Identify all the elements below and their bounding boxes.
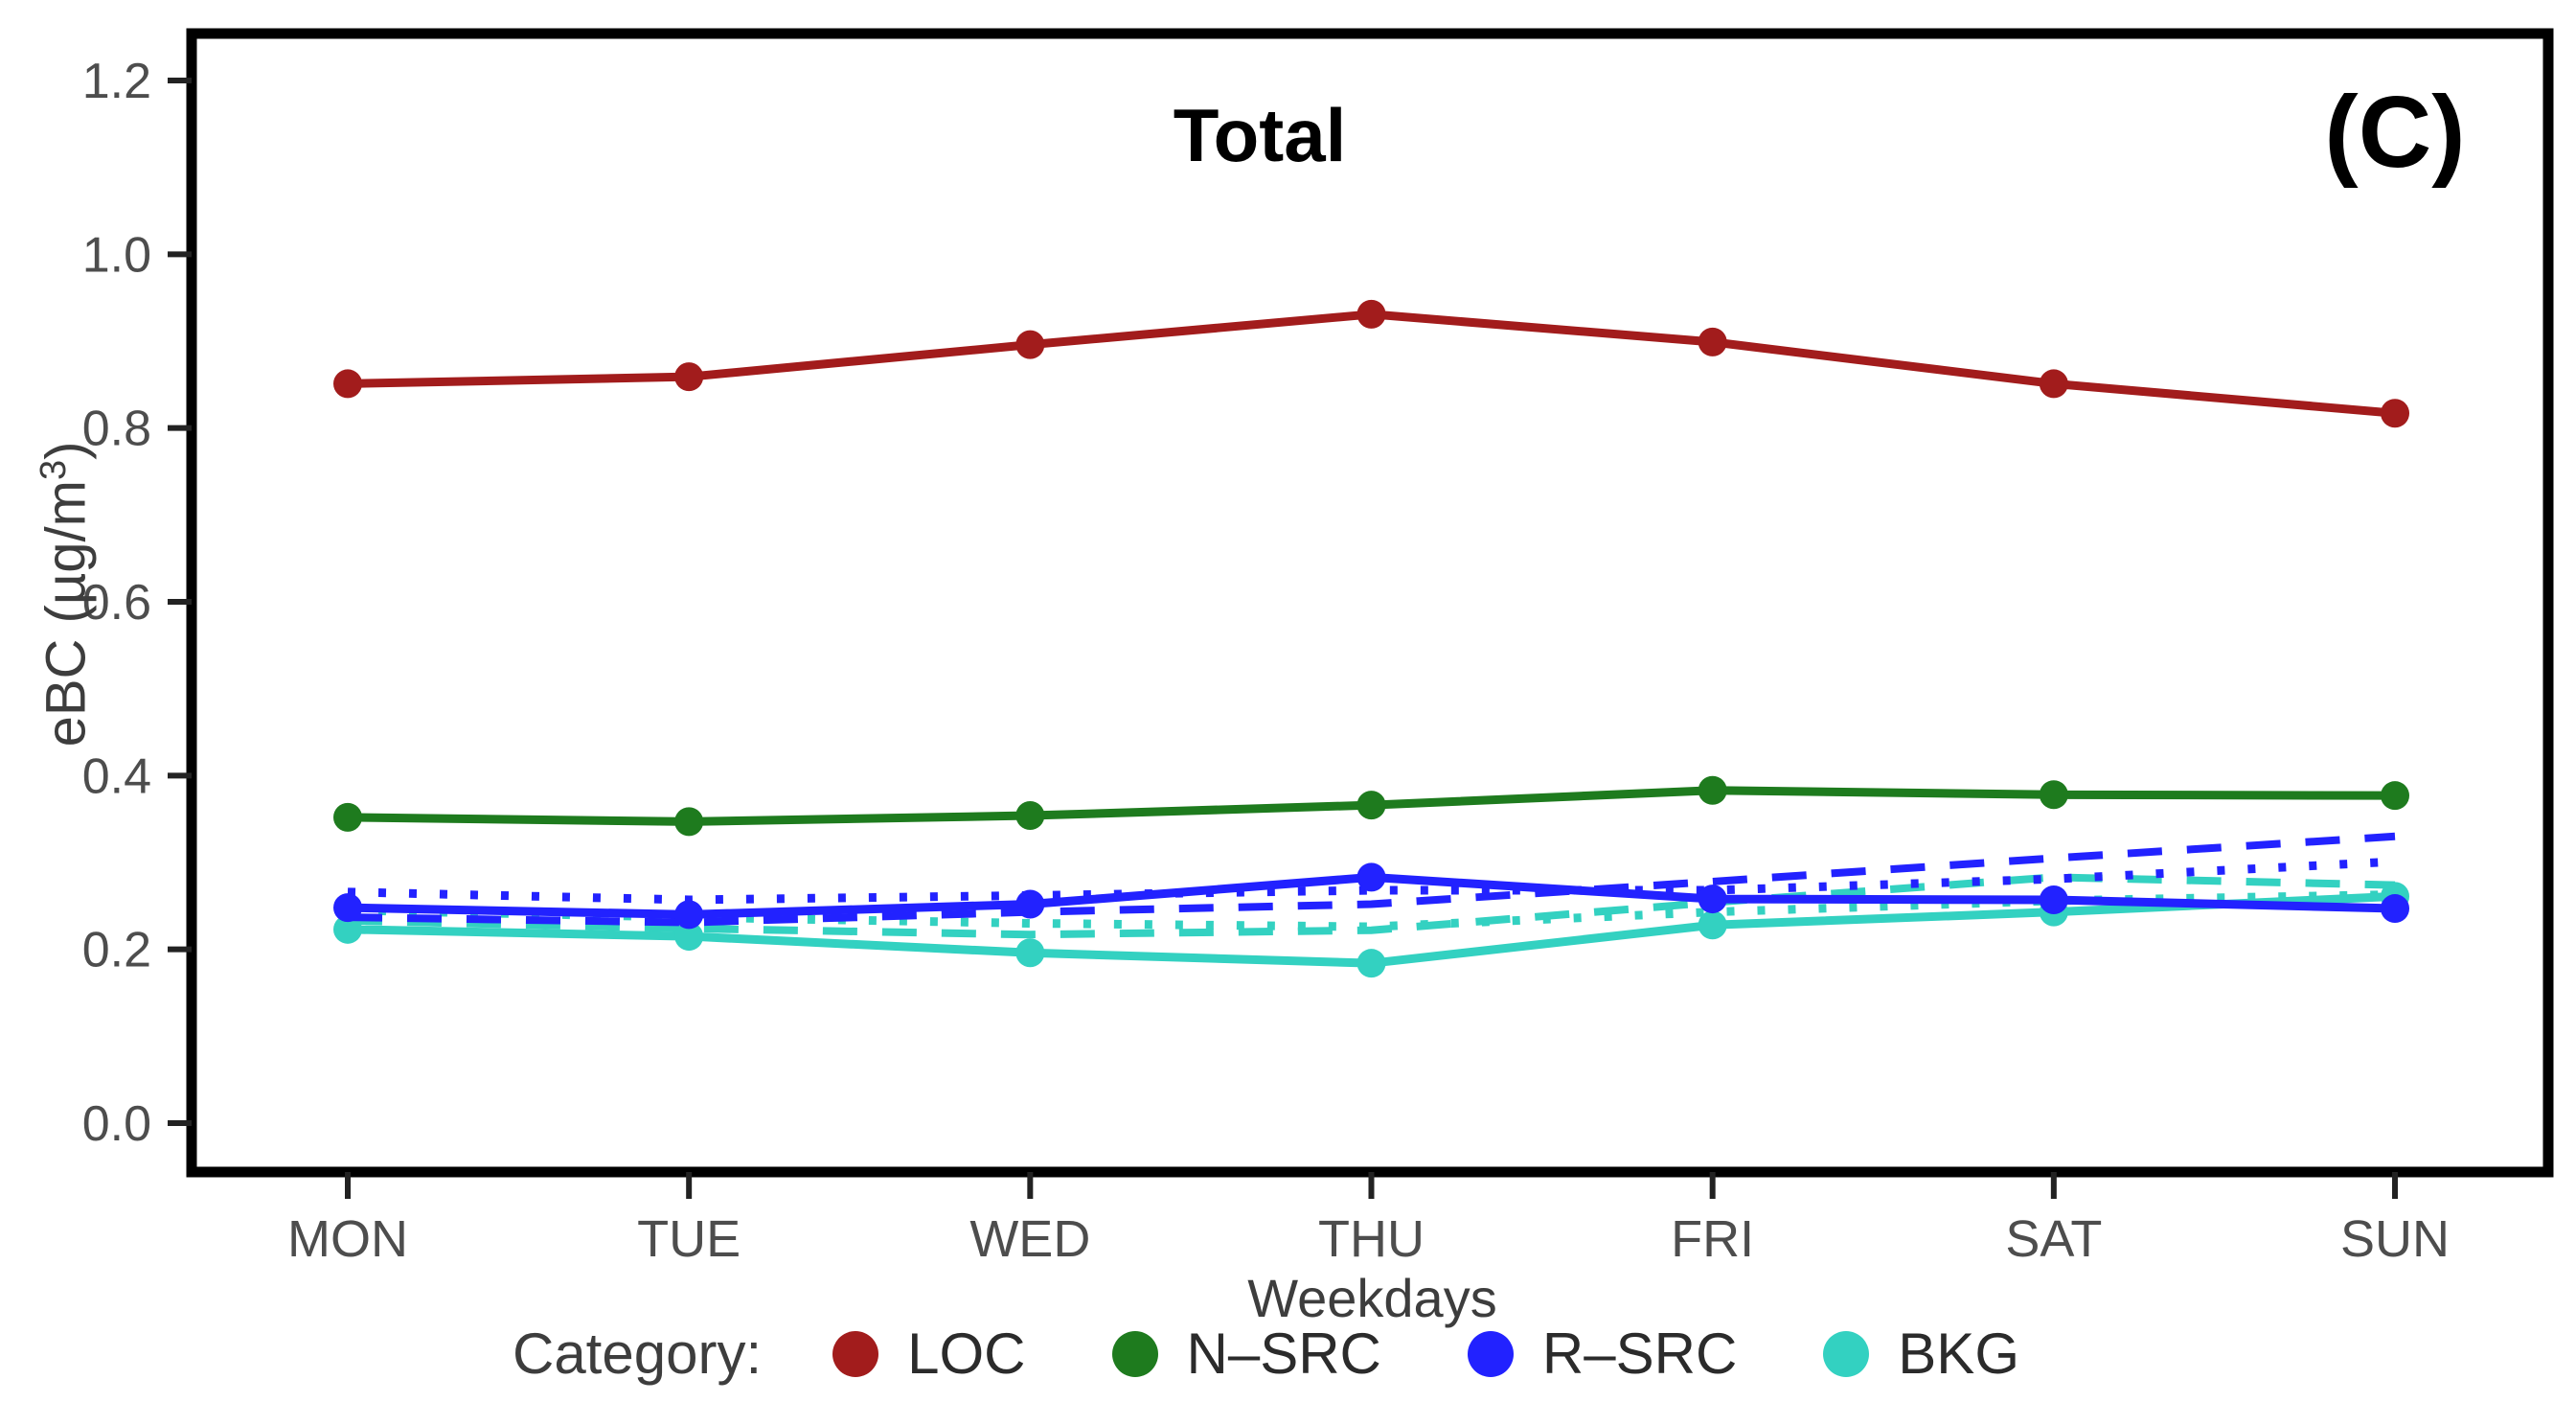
legend-item-label: N–SRC — [1186, 1322, 1381, 1386]
series-line-r-src-dashed- — [347, 832, 2396, 927]
x-tick-label: SUN — [2340, 1210, 2450, 1268]
legend-item: BKG — [1823, 1321, 2019, 1387]
x-tick-label: SAT — [2005, 1210, 2102, 1268]
legend-title: Category: — [512, 1322, 763, 1386]
x-tick-label: WED — [969, 1210, 1090, 1268]
legend-item: LOC — [832, 1321, 1026, 1387]
y-axis-title: eBC (µg/m3) — [34, 326, 101, 862]
data-point-bkg — [674, 922, 704, 952]
y-tick-label: 1.0 — [82, 227, 151, 283]
data-point-loc — [674, 362, 704, 392]
data-point-n-src — [1698, 775, 1727, 805]
legend-item-label: LOC — [907, 1322, 1026, 1386]
y-tick-label: 0.8 — [82, 402, 151, 457]
panel-label: (C) — [2324, 76, 2466, 189]
data-point-r-src — [674, 900, 704, 930]
legend-dot-icon — [1467, 1330, 1514, 1377]
data-point-bkg — [333, 914, 362, 944]
data-point-loc — [333, 369, 362, 399]
x-tick-label: TUE — [637, 1210, 741, 1268]
y-axis-title-sup: 3 — [34, 459, 74, 481]
series-line-bkg-dashed- — [347, 873, 2396, 939]
y-tick-label: 0.2 — [82, 923, 151, 978]
data-point-r-src — [2381, 894, 2410, 924]
data-point-loc — [2039, 369, 2068, 399]
data-point-r-src — [1356, 862, 1386, 892]
series-line-loc — [347, 310, 2396, 418]
legend-dot-icon — [832, 1330, 879, 1377]
data-point-bkg — [1698, 910, 1727, 940]
legend-item-label: R–SRC — [1541, 1322, 1738, 1386]
data-point-loc — [1698, 327, 1727, 356]
chart-title: Total — [1173, 93, 1347, 177]
data-point-n-src — [1015, 801, 1045, 831]
data-point-r-src — [2039, 885, 2068, 914]
y-tick-label: 0.0 — [82, 1096, 151, 1152]
y-tick-label: 0.4 — [82, 748, 151, 804]
legend-item: N–SRC — [1111, 1321, 1381, 1387]
data-point-n-src — [333, 802, 362, 832]
data-point-n-src — [2381, 781, 2410, 811]
data-point-loc — [1356, 299, 1386, 329]
x-tick-label: MON — [287, 1210, 408, 1268]
panel-border — [186, 28, 2554, 1178]
data-point-bkg — [1015, 938, 1045, 968]
data-point-n-src — [1356, 791, 1386, 820]
y-tick-label: 1.2 — [82, 54, 151, 109]
x-axis-title: Weekdays — [1247, 1268, 1497, 1328]
legend-item-label: BKG — [1898, 1322, 2019, 1386]
legend-dot-icon — [1823, 1330, 1870, 1377]
legend: Category: LOC N–SRC R–SRC BKG — [0, 1321, 2576, 1387]
data-point-bkg — [1356, 949, 1386, 978]
x-tick-label: FRI — [1671, 1210, 1754, 1268]
x-tick-label: THU — [1318, 1210, 1425, 1268]
data-point-loc — [2381, 399, 2410, 428]
series-line-r-src-dotted- — [347, 857, 2396, 905]
data-point-loc — [1015, 330, 1045, 359]
y-axis-title-text: eBC (µg/m — [34, 480, 98, 747]
data-point-n-src — [674, 807, 704, 837]
data-point-r-src — [1015, 889, 1045, 919]
legend-item: R–SRC — [1467, 1321, 1738, 1387]
data-point-n-src — [2039, 780, 2068, 810]
legend-dot-icon — [1111, 1330, 1158, 1377]
y-axis-title-close: ) — [34, 441, 98, 460]
y-tick-label: 0.6 — [82, 575, 151, 631]
data-point-r-src — [1698, 885, 1727, 914]
data-point-r-src — [333, 893, 362, 923]
